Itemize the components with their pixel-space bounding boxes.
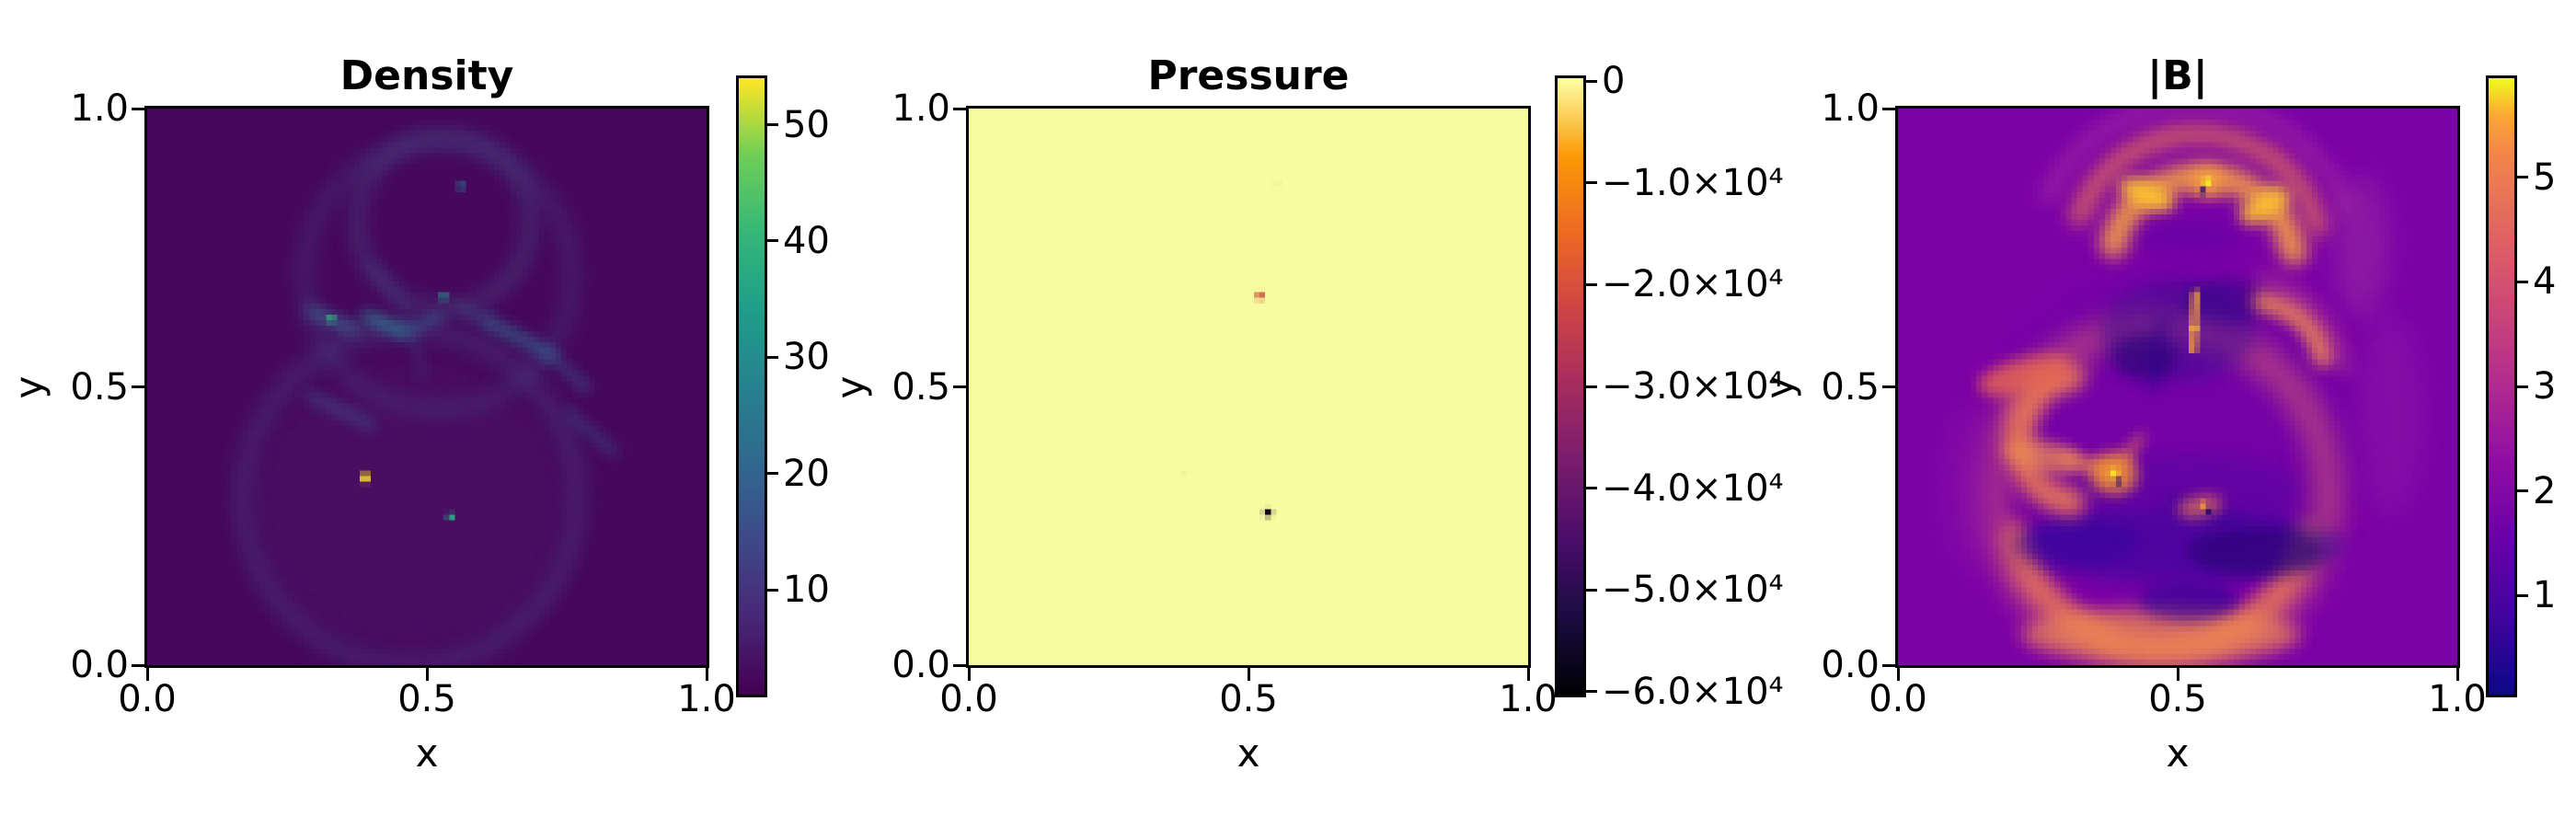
x-tick-label: 0.5 (1219, 678, 1278, 720)
b-colorbar-gradient (2489, 78, 2514, 695)
y-tick-label: 1.0 (891, 87, 950, 130)
y-tick-label: 0.0 (70, 644, 129, 686)
x-tick-mark (1526, 668, 1530, 681)
colorbar-tick-mark (2517, 176, 2528, 179)
x-tick-mark (705, 668, 708, 681)
x-tick-mark (1896, 668, 1900, 681)
density-colorbar (736, 75, 767, 697)
colorbar-tick-mark (767, 588, 778, 592)
colorbar-tick-label: −5.0×10⁴ (1602, 569, 1784, 612)
y-tick-label: 1.0 (1821, 87, 1880, 130)
density-colorbar-gradient (739, 78, 765, 695)
y-tick-mark (953, 107, 966, 110)
colorbar-tick-label: 1 (2533, 574, 2557, 617)
density-heatmap-image (147, 109, 707, 665)
colorbar-tick-label: −2.0×10⁴ (1602, 263, 1784, 306)
x-tick-mark (2176, 668, 2179, 681)
x-tick-mark (1247, 668, 1250, 681)
y-tick-mark (132, 107, 144, 110)
x-tick-label: 0.5 (397, 678, 456, 720)
colorbar-tick-label: −3.0×10⁴ (1602, 365, 1784, 408)
colorbar-tick-mark (767, 472, 778, 476)
colorbar-tick-label: 20 (783, 452, 830, 495)
colorbar-tick-label: 10 (783, 569, 830, 612)
x-tick-mark (967, 668, 971, 681)
y-tick-mark (132, 663, 144, 667)
y-tick-label: 0.5 (891, 365, 950, 408)
b-x-axis-label: x (2166, 730, 2190, 776)
colorbar-tick-mark (1586, 181, 1597, 185)
colorbar-tick-label: 5 (2533, 155, 2557, 199)
x-tick-label: 0.0 (1869, 678, 1927, 720)
x-tick-label: 0.5 (2148, 678, 2207, 720)
x-tick-mark (2455, 668, 2459, 681)
pressure-colorbar (1555, 75, 1586, 697)
colorbar-tick-label: 0 (1602, 60, 1626, 103)
density-x-axis-label: x (415, 730, 439, 776)
colorbar-tick-mark (2517, 385, 2528, 388)
colorbar-tick-mark (767, 239, 778, 243)
x-tick-label: 1.0 (1499, 678, 1558, 720)
y-tick-label: 0.5 (70, 365, 129, 408)
colorbar-tick-mark (1586, 79, 1597, 83)
colorbar-tick-mark (1586, 588, 1597, 592)
colorbar-tick-mark (1586, 282, 1597, 286)
x-tick-mark (425, 668, 429, 681)
b-colorbar (2486, 75, 2517, 697)
colorbar-tick-mark (2517, 593, 2528, 597)
y-tick-label: 0.0 (891, 644, 950, 686)
pressure-heatmap-image (969, 109, 1528, 665)
colorbar-tick-mark (767, 123, 778, 127)
y-tick-mark (132, 385, 144, 388)
colorbar-tick-label: 50 (783, 103, 830, 146)
page-title-density: Density (339, 52, 514, 99)
y-tick-mark (1882, 385, 1895, 388)
y-tick-label: 1.0 (70, 87, 129, 130)
y-tick-label: 0.5 (1821, 365, 1880, 408)
colorbar-tick-mark (1586, 487, 1597, 490)
pressure-x-axis-label: x (1236, 730, 1260, 776)
colorbar-tick-mark (1586, 690, 1597, 694)
colorbar-tick-label: 2 (2533, 469, 2557, 512)
colorbar-tick-label: −1.0×10⁴ (1602, 161, 1784, 204)
colorbar-tick-label: −6.0×10⁴ (1602, 670, 1784, 713)
x-tick-label: 1.0 (2428, 678, 2487, 720)
y-tick-label: 0.0 (1821, 644, 1880, 686)
page-title-b-magnitude: |B| (2147, 52, 2208, 99)
y-tick-mark (953, 385, 966, 388)
y-tick-mark (1882, 107, 1895, 110)
x-tick-label: 0.0 (118, 678, 177, 720)
b-heatmap-axes (1895, 106, 2460, 668)
colorbar-tick-label: 40 (783, 219, 830, 262)
colorbar-tick-mark (767, 355, 778, 359)
x-tick-label: 1.0 (677, 678, 736, 720)
colorbar-tick-mark (2517, 489, 2528, 493)
colorbar-tick-label: 3 (2533, 365, 2557, 408)
colorbar-tick-label: −4.0×10⁴ (1602, 466, 1784, 510)
colorbar-tick-label: 4 (2533, 260, 2557, 304)
y-tick-mark (1882, 663, 1895, 667)
pressure-heatmap-axes (966, 106, 1531, 668)
page-title-pressure: Pressure (1147, 52, 1350, 99)
colorbar-tick-label: 30 (783, 336, 830, 379)
colorbar-tick-mark (2517, 280, 2528, 283)
pressure-colorbar-gradient (1558, 78, 1583, 695)
y-tick-mark (953, 663, 966, 667)
x-tick-label: 0.0 (939, 678, 998, 720)
density-heatmap-axes (144, 106, 709, 668)
x-tick-mark (145, 668, 149, 681)
colorbar-tick-mark (1586, 385, 1597, 388)
b-heatmap-image (1898, 109, 2457, 665)
